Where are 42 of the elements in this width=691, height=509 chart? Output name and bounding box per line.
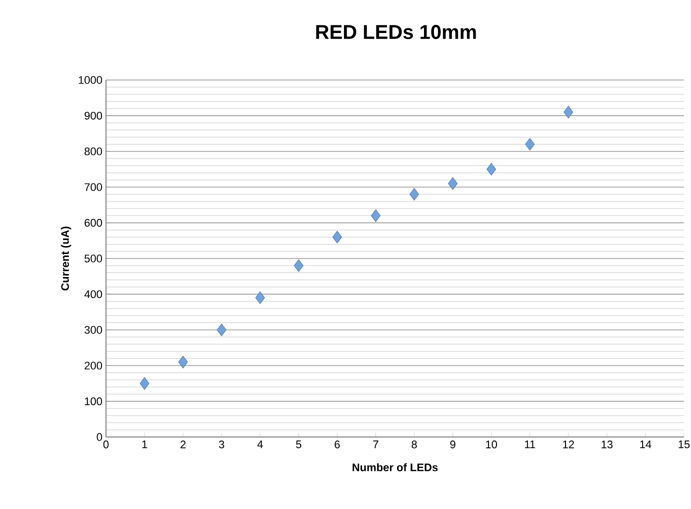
point: [294, 259, 304, 272]
point: [370, 209, 380, 222]
x-tick-label: 8: [412, 440, 417, 448]
x-tick-label: 3: [218, 440, 224, 448]
x-tick-label: 13: [602, 440, 613, 448]
point: [178, 356, 188, 368]
y-tick-label: 500: [84, 254, 102, 262]
point: [410, 188, 420, 200]
x-tick-label: 11: [524, 440, 536, 448]
x-tick-label: 2: [180, 440, 186, 448]
y-tick-label: 700: [84, 183, 102, 191]
x-tick-label: 4: [257, 440, 263, 448]
y-tick-label: 0: [96, 433, 102, 441]
x-tick-label: 10: [486, 440, 498, 448]
x-tick-label: 14: [640, 440, 652, 448]
y-tick-label: 800: [84, 148, 102, 156]
x-tick-label: 5: [296, 440, 302, 448]
point: [216, 324, 226, 336]
y-tick-label: 200: [84, 362, 102, 370]
point: [564, 106, 574, 118]
y-axis-title: Current (uA): [60, 226, 72, 290]
y-tick-label: 600: [84, 218, 102, 227]
y-tick-label: 300: [84, 326, 102, 334]
x-tick-label: 6: [334, 440, 340, 448]
point: [140, 377, 150, 390]
x-tick-label: 9: [450, 440, 456, 448]
x-tick-label: 1: [142, 440, 148, 448]
y-tick-label: 1000: [78, 76, 102, 84]
chart-title: RED LEDs 10mm: [316, 24, 476, 40]
x-tick-label: 0: [103, 440, 109, 448]
x-tick-label: 15: [678, 440, 690, 448]
point: [448, 177, 458, 190]
y-tick-label: 400: [84, 290, 102, 298]
y-tick-label: 900: [84, 112, 102, 120]
y-tick-label: 100: [84, 397, 102, 406]
x-axis-title: Number of LEDs: [352, 463, 438, 472]
x-tick-label: 12: [563, 440, 574, 448]
point: [525, 138, 535, 151]
point: [255, 292, 265, 304]
point: [486, 163, 496, 176]
point: [332, 230, 342, 244]
x-tick-label: 7: [373, 440, 378, 448]
